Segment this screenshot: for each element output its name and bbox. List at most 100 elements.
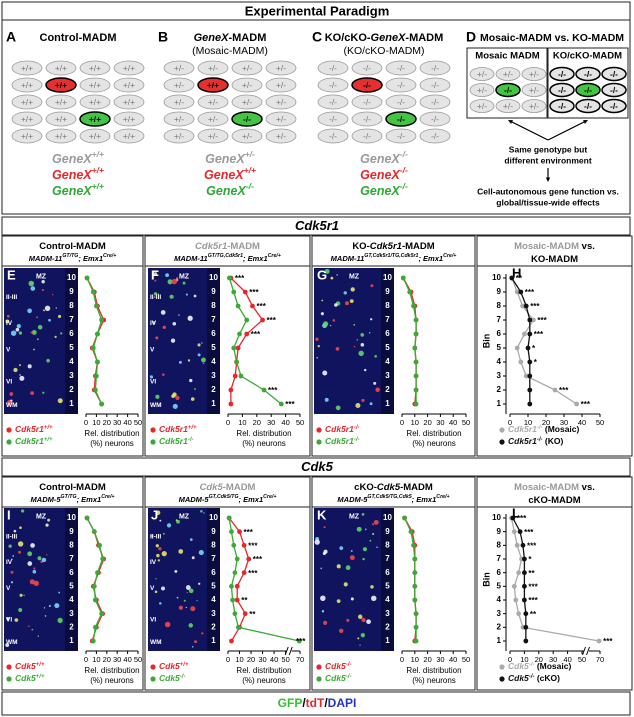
text-part: GeneX xyxy=(371,32,407,44)
cell xyxy=(351,128,383,144)
cell-dot xyxy=(185,606,187,609)
cell xyxy=(197,60,229,76)
data-point xyxy=(235,303,241,309)
cell-dot xyxy=(23,594,25,597)
genotype-legend: GeneX+/- xyxy=(205,149,255,166)
text-part: tdT xyxy=(306,696,325,710)
bin-label: 10 xyxy=(67,513,76,522)
cell-dot xyxy=(44,305,51,312)
cell-dot xyxy=(43,607,46,609)
cell-dot xyxy=(359,644,361,646)
text-part: MADM-11 xyxy=(174,254,208,263)
series-line xyxy=(511,277,531,404)
cell-dot xyxy=(178,314,180,316)
y-tick-label: 7 xyxy=(497,554,502,563)
cell-dot xyxy=(369,539,372,542)
section-header xyxy=(1,216,631,236)
cell-dot xyxy=(57,398,63,404)
genotype: -/- xyxy=(400,165,408,175)
bin-label: 4 xyxy=(69,357,74,366)
legend-genotype: +/+ xyxy=(188,425,197,431)
legend-swatch xyxy=(499,439,505,445)
panel-frame xyxy=(144,506,311,691)
legend-name: Cdk5r1 xyxy=(508,436,537,446)
layer-label: VI xyxy=(150,616,156,623)
genotype: -/- xyxy=(400,181,408,191)
bin-label: 8 xyxy=(69,540,74,549)
legend-note: (KO) xyxy=(543,436,564,446)
panel-title: GeneX-MADM xyxy=(194,32,267,44)
panel-label: E xyxy=(7,267,16,282)
data-point xyxy=(510,515,516,521)
cell-label: +/+ xyxy=(207,80,219,90)
cell xyxy=(495,99,521,113)
data-point xyxy=(232,570,238,576)
cell-label: +/+ xyxy=(123,63,135,73)
cell-label: -/- xyxy=(431,114,439,124)
bin-label: 2 xyxy=(69,385,74,394)
cell-dot xyxy=(188,623,194,628)
cell xyxy=(265,77,297,93)
y-tick-label: 3 xyxy=(497,371,502,380)
y-tick-label: 8 xyxy=(497,540,502,549)
text-part: DAPI xyxy=(328,696,357,710)
text-part: -MADM xyxy=(405,32,443,44)
cell-dot xyxy=(31,628,34,631)
x-tick-label: 0 xyxy=(400,655,404,664)
bin-label: 9 xyxy=(69,527,74,536)
series-line xyxy=(403,517,417,641)
cell xyxy=(163,60,195,76)
cell-label: -/- xyxy=(584,101,592,111)
cell-label: +/+ xyxy=(123,97,135,107)
cell-dot xyxy=(155,578,157,580)
text-part: Cre/+ xyxy=(101,494,114,500)
cell-dot xyxy=(45,523,49,527)
legend-genotype: +/+ xyxy=(180,662,189,668)
x-axis-label: (%) neurons xyxy=(242,439,286,448)
bin-label: 10 xyxy=(209,513,218,522)
cell-dot xyxy=(172,322,177,326)
x-tick-label: 50 xyxy=(281,655,289,664)
text-part: Mosaic-MADM xyxy=(514,482,579,493)
cell-label: -/- xyxy=(363,114,371,124)
legend-entry: Cdk5r1-/- xyxy=(325,436,360,446)
cell-dot xyxy=(18,364,21,367)
legend-swatch xyxy=(150,664,156,670)
y-tick-label: 6 xyxy=(497,568,502,577)
cell-dot xyxy=(321,299,324,302)
cell-label: +/- xyxy=(208,114,218,124)
cell-dot xyxy=(185,585,191,590)
cell-dot xyxy=(155,394,160,399)
layer-label: IV xyxy=(6,559,13,566)
y-axis-label: Bin xyxy=(481,572,491,587)
series-line xyxy=(511,277,577,405)
cell-dot xyxy=(186,591,189,594)
legend-entry: Cdk5r1-/- (Mosaic) xyxy=(508,424,580,434)
data-point xyxy=(250,303,255,309)
cell-dot xyxy=(42,309,45,312)
cell-dot xyxy=(160,310,166,315)
cell-dot xyxy=(15,327,20,332)
cell-dot xyxy=(36,338,39,341)
legend-entry: Cdk5-/- xyxy=(159,673,185,683)
series-line xyxy=(510,517,600,642)
panel-frame xyxy=(1,506,144,691)
significance: *** xyxy=(528,582,538,591)
panel-title: Control-MADM xyxy=(40,32,117,44)
cell-dot xyxy=(320,312,324,316)
cell-dot xyxy=(10,581,14,584)
data-point xyxy=(234,597,240,603)
section-title: Cdk5r1 xyxy=(295,218,339,233)
panel-label: F xyxy=(151,267,159,282)
x-tick-label: 30 xyxy=(113,418,121,427)
cell-dot xyxy=(159,519,162,522)
cell-dot xyxy=(58,591,61,594)
cell-dot xyxy=(176,596,179,599)
cell-label: -/- xyxy=(363,80,371,90)
x-tick-label: 0 xyxy=(226,418,230,427)
data-point xyxy=(516,570,522,576)
text-part: Cre/+ xyxy=(436,494,449,500)
cell-label: -/- xyxy=(504,85,512,95)
significance: * xyxy=(534,358,538,367)
cell-label: -/- xyxy=(397,80,405,90)
